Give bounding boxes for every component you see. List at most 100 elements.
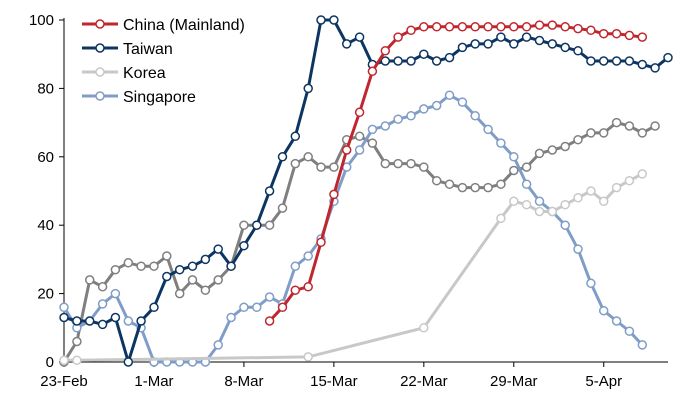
data-point bbox=[560, 141, 570, 152]
data-point bbox=[341, 145, 352, 155]
data-point bbox=[380, 56, 391, 66]
data-point bbox=[586, 186, 596, 196]
data-point bbox=[59, 312, 69, 323]
data-point bbox=[200, 254, 211, 265]
data-point bbox=[637, 340, 648, 350]
data-point bbox=[650, 63, 660, 73]
data-point bbox=[393, 56, 403, 66]
data-point bbox=[290, 261, 301, 271]
data-point bbox=[573, 46, 583, 56]
data-point bbox=[419, 104, 429, 114]
data-point bbox=[239, 240, 249, 251]
data-point bbox=[431, 22, 442, 32]
data-point bbox=[174, 288, 185, 299]
legend-swatch-marker bbox=[95, 67, 105, 77]
data-point bbox=[509, 165, 519, 176]
data-point bbox=[573, 23, 583, 34]
x-tick-label: 29-Mar bbox=[490, 373, 538, 390]
data-point bbox=[457, 22, 468, 32]
data-point bbox=[367, 138, 378, 148]
data-point bbox=[393, 32, 403, 42]
y-tick-label: 100 bbox=[29, 12, 54, 29]
legend-label: China (Mainland) bbox=[123, 17, 245, 34]
data-point bbox=[586, 278, 596, 289]
data-point bbox=[573, 134, 583, 145]
data-point bbox=[406, 25, 416, 36]
data-point bbox=[123, 316, 134, 326]
series-korea bbox=[59, 169, 648, 366]
x-tick-label: 23-Feb bbox=[40, 373, 88, 390]
data-point bbox=[419, 22, 429, 32]
data-point bbox=[303, 83, 313, 94]
data-point bbox=[329, 15, 339, 25]
data-point bbox=[624, 30, 635, 41]
data-point bbox=[509, 39, 519, 49]
data-point bbox=[509, 152, 519, 162]
legend-label: Taiwan bbox=[123, 41, 173, 58]
data-point bbox=[521, 162, 532, 172]
series-unlabeled-gray bbox=[59, 117, 660, 367]
x-tick-label: 15-Mar bbox=[310, 373, 358, 390]
data-point bbox=[303, 152, 313, 162]
data-point bbox=[483, 124, 493, 135]
data-point bbox=[637, 128, 648, 138]
data-point bbox=[419, 323, 429, 333]
data-point bbox=[534, 196, 545, 207]
data-point bbox=[444, 179, 455, 189]
legend-item: Korea bbox=[82, 65, 166, 82]
data-point bbox=[354, 107, 365, 118]
data-point bbox=[663, 52, 673, 63]
data-point bbox=[521, 199, 532, 210]
data-point bbox=[123, 357, 134, 367]
data-point bbox=[136, 316, 146, 326]
data-point bbox=[354, 131, 365, 142]
data-point bbox=[393, 114, 403, 124]
data-point bbox=[547, 20, 558, 30]
x-tick-label: 5-Apr bbox=[585, 373, 622, 390]
series-line bbox=[268, 23, 643, 323]
data-point bbox=[162, 271, 172, 282]
data-point bbox=[624, 175, 635, 186]
data-point bbox=[496, 179, 506, 189]
data-point bbox=[534, 20, 545, 30]
data-point bbox=[470, 39, 480, 49]
data-point bbox=[521, 179, 532, 189]
data-point bbox=[367, 124, 378, 135]
data-point bbox=[598, 56, 609, 66]
data-point bbox=[97, 282, 108, 292]
legend-item: China (Mainland) bbox=[82, 17, 245, 34]
series-line bbox=[62, 121, 656, 363]
data-point bbox=[277, 152, 288, 162]
x-tick-label: 8-Mar bbox=[224, 373, 263, 390]
legend-label: Singapore bbox=[123, 89, 196, 106]
data-point bbox=[329, 162, 339, 172]
data-point bbox=[59, 302, 69, 313]
data-point bbox=[496, 22, 506, 32]
data-point bbox=[264, 292, 275, 302]
legend-swatch-marker bbox=[95, 19, 105, 29]
data-point bbox=[637, 59, 648, 70]
data-point bbox=[444, 52, 455, 63]
legend-label: Korea bbox=[123, 65, 166, 82]
data-point bbox=[123, 258, 134, 268]
data-point bbox=[406, 111, 416, 121]
data-point bbox=[149, 302, 159, 313]
data-point bbox=[200, 285, 211, 295]
data-point bbox=[380, 46, 391, 56]
data-point bbox=[290, 158, 301, 169]
data-point bbox=[264, 316, 275, 326]
data-point bbox=[650, 121, 660, 131]
data-point bbox=[611, 182, 622, 193]
data-point bbox=[624, 56, 635, 66]
data-point bbox=[354, 32, 365, 42]
data-point bbox=[483, 182, 493, 193]
data-point bbox=[547, 39, 558, 49]
data-point bbox=[226, 312, 236, 323]
data-point bbox=[586, 25, 596, 36]
data-point bbox=[586, 128, 596, 138]
data-point bbox=[470, 111, 480, 121]
y-tick-label: 20 bbox=[37, 286, 54, 303]
data-point bbox=[406, 56, 416, 66]
y-tick-label: 40 bbox=[37, 217, 54, 234]
data-point bbox=[329, 189, 339, 200]
